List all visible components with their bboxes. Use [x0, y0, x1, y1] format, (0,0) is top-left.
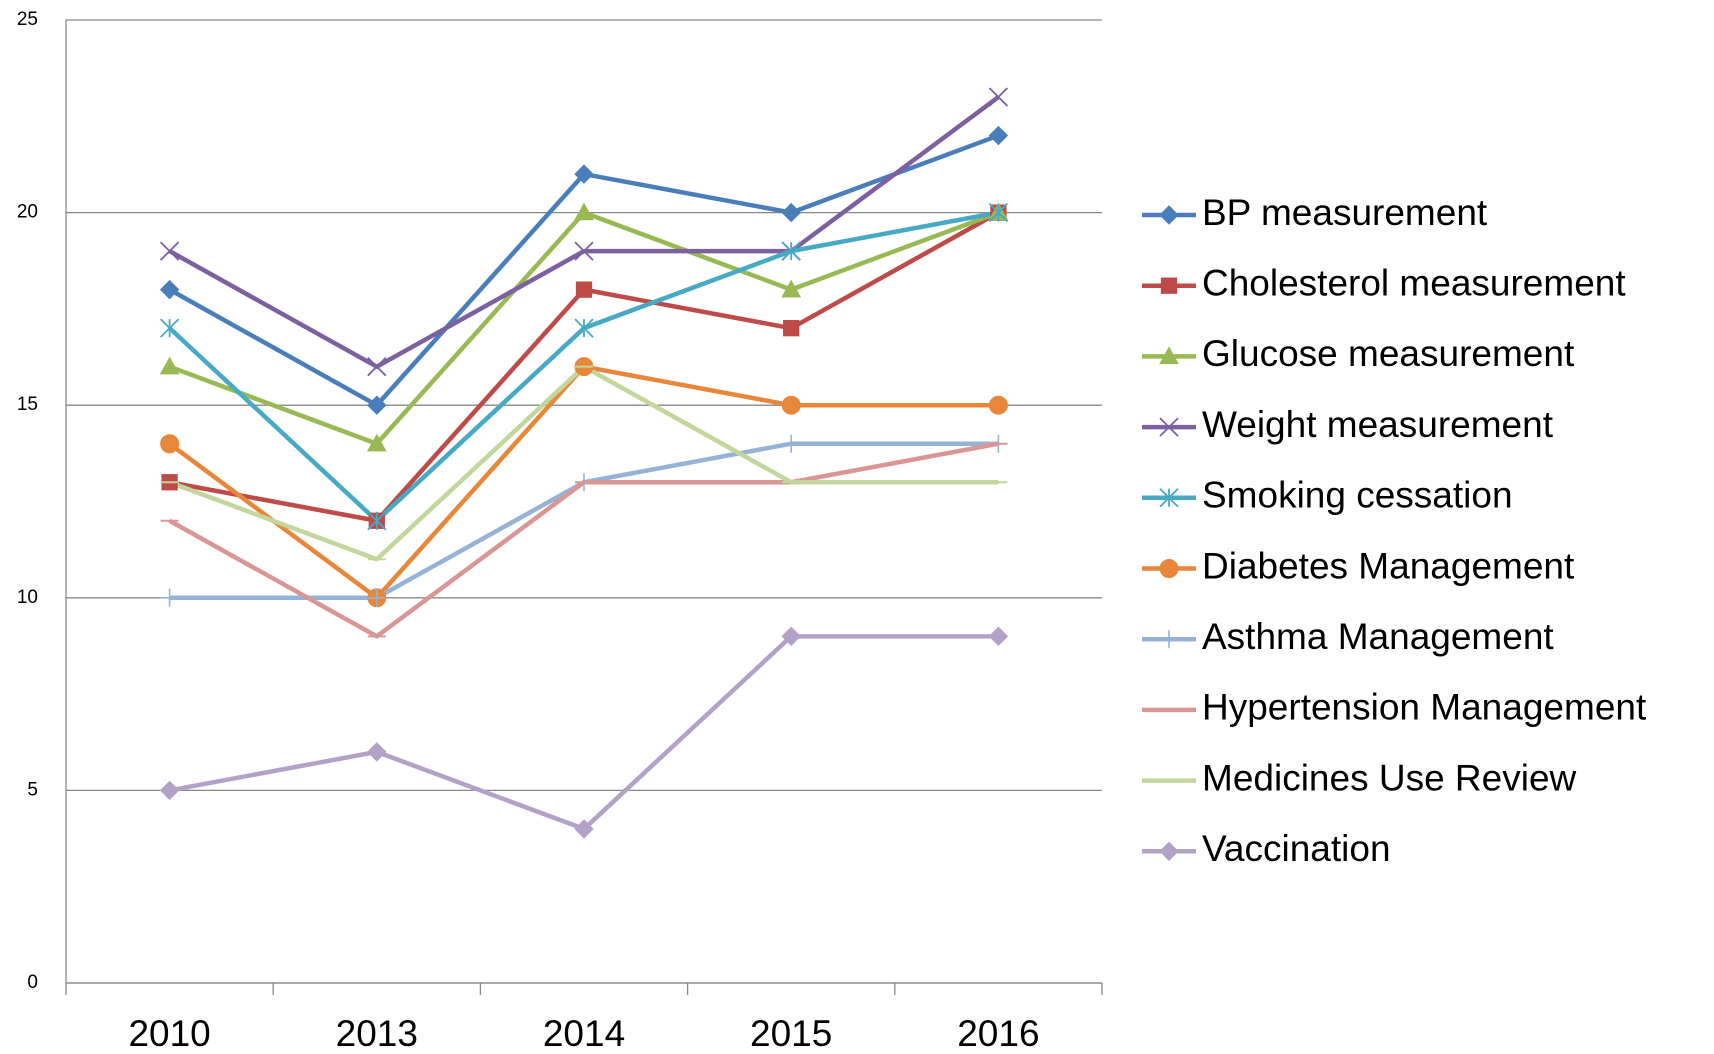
marker	[367, 511, 387, 531]
marker	[574, 202, 594, 221]
legend-marker	[1159, 559, 1179, 578]
legend-marker	[1159, 417, 1179, 437]
series-line	[168, 441, 999, 639]
marker	[159, 279, 180, 300]
x-tick-label: 2016	[957, 1013, 1039, 1054]
x-tick-label: 2014	[543, 1013, 625, 1054]
marker	[782, 434, 801, 453]
legend-label: Glucose measurement	[1202, 333, 1575, 374]
x-tick-label: 2013	[336, 1013, 418, 1054]
y-tick-label: 10	[17, 587, 38, 608]
legend-marker	[1160, 630, 1178, 649]
marker	[367, 395, 387, 415]
x-tick-label: 2010	[128, 1013, 210, 1054]
legend-marker	[1159, 346, 1179, 365]
legend-label: Weight measurement	[1202, 404, 1554, 445]
marker	[574, 819, 594, 839]
marker	[988, 125, 1009, 146]
legend-label: BP measurement	[1202, 192, 1488, 233]
legend-label: Diabetes Management	[1202, 545, 1575, 586]
marker	[366, 433, 387, 452]
marker	[574, 164, 594, 184]
marker	[575, 281, 593, 298]
legend-label: Cholesterol measurement	[1202, 262, 1626, 303]
marker	[159, 356, 180, 375]
marker	[574, 241, 594, 261]
marker	[160, 434, 180, 454]
y-tick-label: 25	[17, 9, 38, 30]
marker	[367, 588, 386, 607]
y-tick-label: 5	[27, 779, 38, 800]
legend-label: Hypertension Management	[1202, 687, 1647, 728]
legend-label: Smoking cessation	[1202, 475, 1513, 516]
marker	[988, 202, 1009, 223]
legend-marker	[1159, 841, 1179, 862]
x-tick-label: 2015	[750, 1013, 832, 1054]
legend-label: Vaccination	[1202, 828, 1391, 869]
series-line	[169, 634, 999, 832]
marker	[574, 318, 594, 338]
marker	[783, 320, 800, 337]
legend-marker	[1159, 488, 1179, 508]
legend-marker	[1160, 277, 1178, 294]
marker	[988, 87, 1009, 107]
marker	[988, 395, 1008, 415]
marker	[159, 241, 180, 261]
marker	[988, 626, 1009, 647]
marker	[781, 395, 801, 415]
marker	[159, 780, 180, 801]
marker	[160, 588, 179, 607]
marker	[781, 241, 801, 261]
marker	[367, 742, 387, 762]
marker	[159, 318, 180, 338]
legend-label: Asthma Management	[1202, 616, 1554, 657]
legend-marker	[1159, 205, 1179, 225]
y-tick-label: 15	[17, 394, 38, 415]
marker	[781, 279, 802, 298]
series-line	[168, 364, 999, 562]
y-tick-label: 20	[17, 202, 38, 223]
marker	[781, 626, 801, 647]
marker	[367, 357, 387, 377]
legend-label: Medicines Use Review	[1202, 757, 1577, 798]
marker	[781, 202, 801, 223]
y-tick-label: 0	[27, 972, 38, 993]
